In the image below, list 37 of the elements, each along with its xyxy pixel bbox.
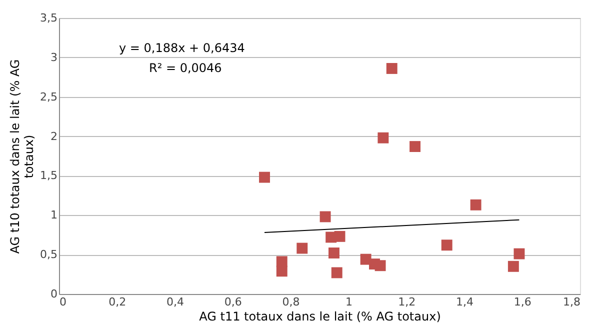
point (441, 240, 452, 251)
annotation: y = 0,188x + 0,6434 (119, 41, 245, 55)
y-tick-label: 3 (50, 50, 58, 64)
x-tick-label: 0,8 (282, 296, 300, 308)
x-tick-label: 0,4 (166, 296, 184, 308)
point (334, 230, 346, 242)
y-tick-label: 2 (50, 130, 58, 143)
point (276, 266, 288, 277)
point (508, 260, 519, 272)
x-tick-label: 1,8 (563, 296, 580, 308)
point (296, 242, 308, 254)
y-tick-label: 0,5 (40, 248, 58, 262)
x-tick-label: 1 (345, 296, 352, 308)
y-tick-label: 0 (50, 288, 58, 300)
point (514, 248, 525, 260)
point (386, 62, 398, 74)
y-axis-title: AG t10 totaux dans le lait (% AG totaux) (8, 59, 36, 254)
point (470, 199, 482, 210)
annotation: R² = 0,0046 (149, 61, 222, 75)
x-tick-label: 0,6 (224, 296, 242, 308)
point (320, 211, 331, 222)
point (331, 267, 342, 278)
x-axis-title: AG t11 totaux dans le lait (% AG totaux) (199, 310, 441, 324)
y-tick-label: 1 (50, 208, 58, 222)
y-tick-label: 1,5 (40, 169, 58, 182)
x-tick-label: 1,2 (398, 296, 416, 308)
y-tick-label: 3,5 (40, 12, 58, 24)
x-tick-label: 0,2 (108, 296, 126, 308)
point (378, 132, 389, 144)
x-tick-label: 1,4 (456, 296, 474, 308)
x-tick-label: 1,6 (514, 296, 532, 308)
point (259, 172, 270, 183)
point (374, 260, 386, 272)
x-tick-label: 0 (60, 296, 66, 308)
point (410, 141, 420, 152)
y-tick-label: 2,5 (40, 90, 58, 104)
point (328, 248, 340, 258)
